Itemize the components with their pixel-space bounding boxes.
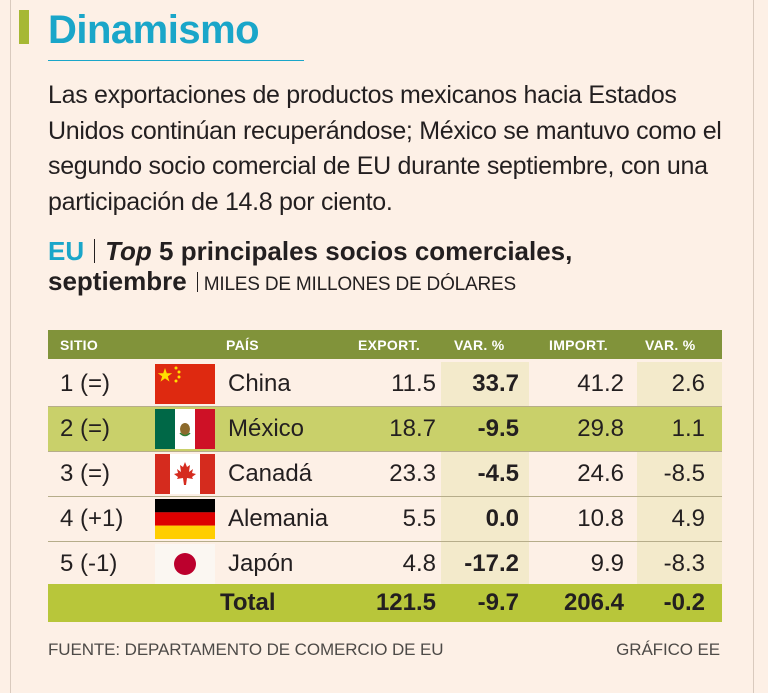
header-pais: PAÍS: [226, 337, 259, 353]
header-import: IMPORT.: [549, 337, 608, 353]
japan-flag-icon: [155, 544, 215, 584]
china-flag-icon: [155, 364, 215, 404]
graphic-credit: GRÁFICO EE: [616, 640, 720, 659]
rank-cell: 3 (=): [60, 460, 111, 487]
table-row: 3 (=) Canadá 23.3 -4.5 24.6 -8.5: [48, 452, 722, 496]
country-cell: Japón: [228, 550, 294, 577]
import-cell: 29.8: [577, 415, 624, 442]
lede-paragraph: Las exportaciones de productos mexicanos…: [48, 81, 722, 216]
var-export-cell: -4.5: [477, 460, 519, 487]
export-cell: 11.5: [391, 370, 436, 397]
country-cell: China: [228, 370, 291, 397]
total-var-export: -9.7: [477, 589, 519, 616]
germany-flag-icon: [155, 499, 215, 539]
total-var-import: -0.2: [663, 589, 705, 616]
region-label: EU: [48, 236, 85, 266]
heading-top-word: Top: [105, 236, 152, 266]
header-var-import: VAR. %: [645, 337, 696, 353]
units-label: MILES DE MILLONES DE DÓLARES: [203, 274, 516, 295]
trade-partners-table: SITIO PAÍS EXPORT. VAR. % IMPORT. VAR. %…: [48, 330, 722, 622]
var-export-band: [441, 497, 529, 541]
export-cell: 4.8: [402, 550, 436, 577]
var-import-band: [637, 497, 722, 541]
total-row: Total 121.5 -9.7 206.4 -0.2: [48, 584, 722, 622]
heading-title: 5 principales socios comerciales,: [159, 236, 573, 266]
row-divider: [48, 541, 722, 542]
table-row: 4 (+1) Alemania 5.5 0.0 10.8 4.9: [48, 497, 722, 541]
rank-cell: 1 (=): [60, 370, 111, 397]
var-import-cell: -8.3: [663, 550, 705, 577]
row-divider: [48, 496, 722, 497]
header-var-export: VAR. %: [454, 337, 505, 353]
total-import: 206.4: [563, 589, 624, 616]
country-cell: Alemania: [228, 505, 329, 532]
import-cell: 24.6: [577, 460, 624, 487]
var-import-cell: 1.1: [671, 415, 705, 442]
header-sitio: SITIO: [60, 337, 99, 353]
heading-month: septiembre: [48, 266, 187, 296]
footer: FUENTE: DEPARTAMENTO DE COMERCIO DE EU G…: [48, 640, 720, 660]
table-row: 1 (=) China 11.5 33.7 41.2 2.6: [48, 362, 722, 406]
import-cell: 10.8: [577, 505, 624, 532]
export-cell: 23.3: [389, 460, 436, 487]
header-export: EXPORT.: [358, 337, 421, 353]
country-cell: Canadá: [228, 460, 313, 487]
source-note: FUENTE: DEPARTAMENTO DE COMERCIO DE EU: [48, 640, 444, 659]
units-divider: [196, 272, 198, 292]
var-import-band: [637, 452, 722, 496]
table-row-highlighted: 2 (=) México 18.7 -9.5 29.8 1.1: [48, 407, 722, 451]
title-underline: [48, 60, 304, 61]
canada-flag-icon: [155, 454, 215, 494]
page-title: Dinamismo: [48, 8, 260, 52]
table-row: 5 (-1) Japón 4.8 -17.2 9.9 -8.3: [48, 542, 722, 586]
var-import-band: [637, 542, 722, 586]
table-heading: EU Top 5 principales socios comerciales, …: [48, 236, 748, 300]
var-import-cell: 4.9: [671, 505, 705, 532]
total-export: 121.5: [375, 589, 436, 616]
rank-cell: 5 (-1): [60, 550, 118, 577]
var-export-cell: 33.7: [472, 370, 519, 397]
export-cell: 5.5: [402, 505, 436, 532]
rank-cell: 4 (+1): [60, 505, 124, 532]
rank-cell: 2 (=): [60, 415, 111, 442]
var-import-cell: -8.5: [663, 460, 705, 487]
var-export-band: [441, 362, 529, 406]
country-cell: México: [228, 415, 305, 442]
row-divider: [48, 451, 722, 452]
import-cell: 41.2: [577, 370, 624, 397]
var-import-cell: 2.6: [671, 370, 705, 397]
heading-divider: [94, 239, 96, 263]
table-header: SITIO PAÍS EXPORT. VAR. % IMPORT. VAR. %: [48, 330, 722, 359]
var-export-cell: 0.0: [485, 505, 519, 532]
accent-bar: [19, 10, 29, 44]
import-cell: 9.9: [590, 550, 624, 577]
var-export-band: [441, 542, 529, 586]
total-label: Total: [220, 589, 276, 616]
export-cell: 18.7: [389, 415, 436, 442]
var-export-band: [441, 452, 529, 496]
var-export-cell: -17.2: [464, 550, 519, 577]
page-frame: [10, 0, 754, 693]
var-import-band: [637, 362, 722, 406]
var-export-cell: -9.5: [477, 415, 519, 442]
row-divider: [48, 406, 722, 407]
mexico-flag-icon: [155, 409, 215, 449]
